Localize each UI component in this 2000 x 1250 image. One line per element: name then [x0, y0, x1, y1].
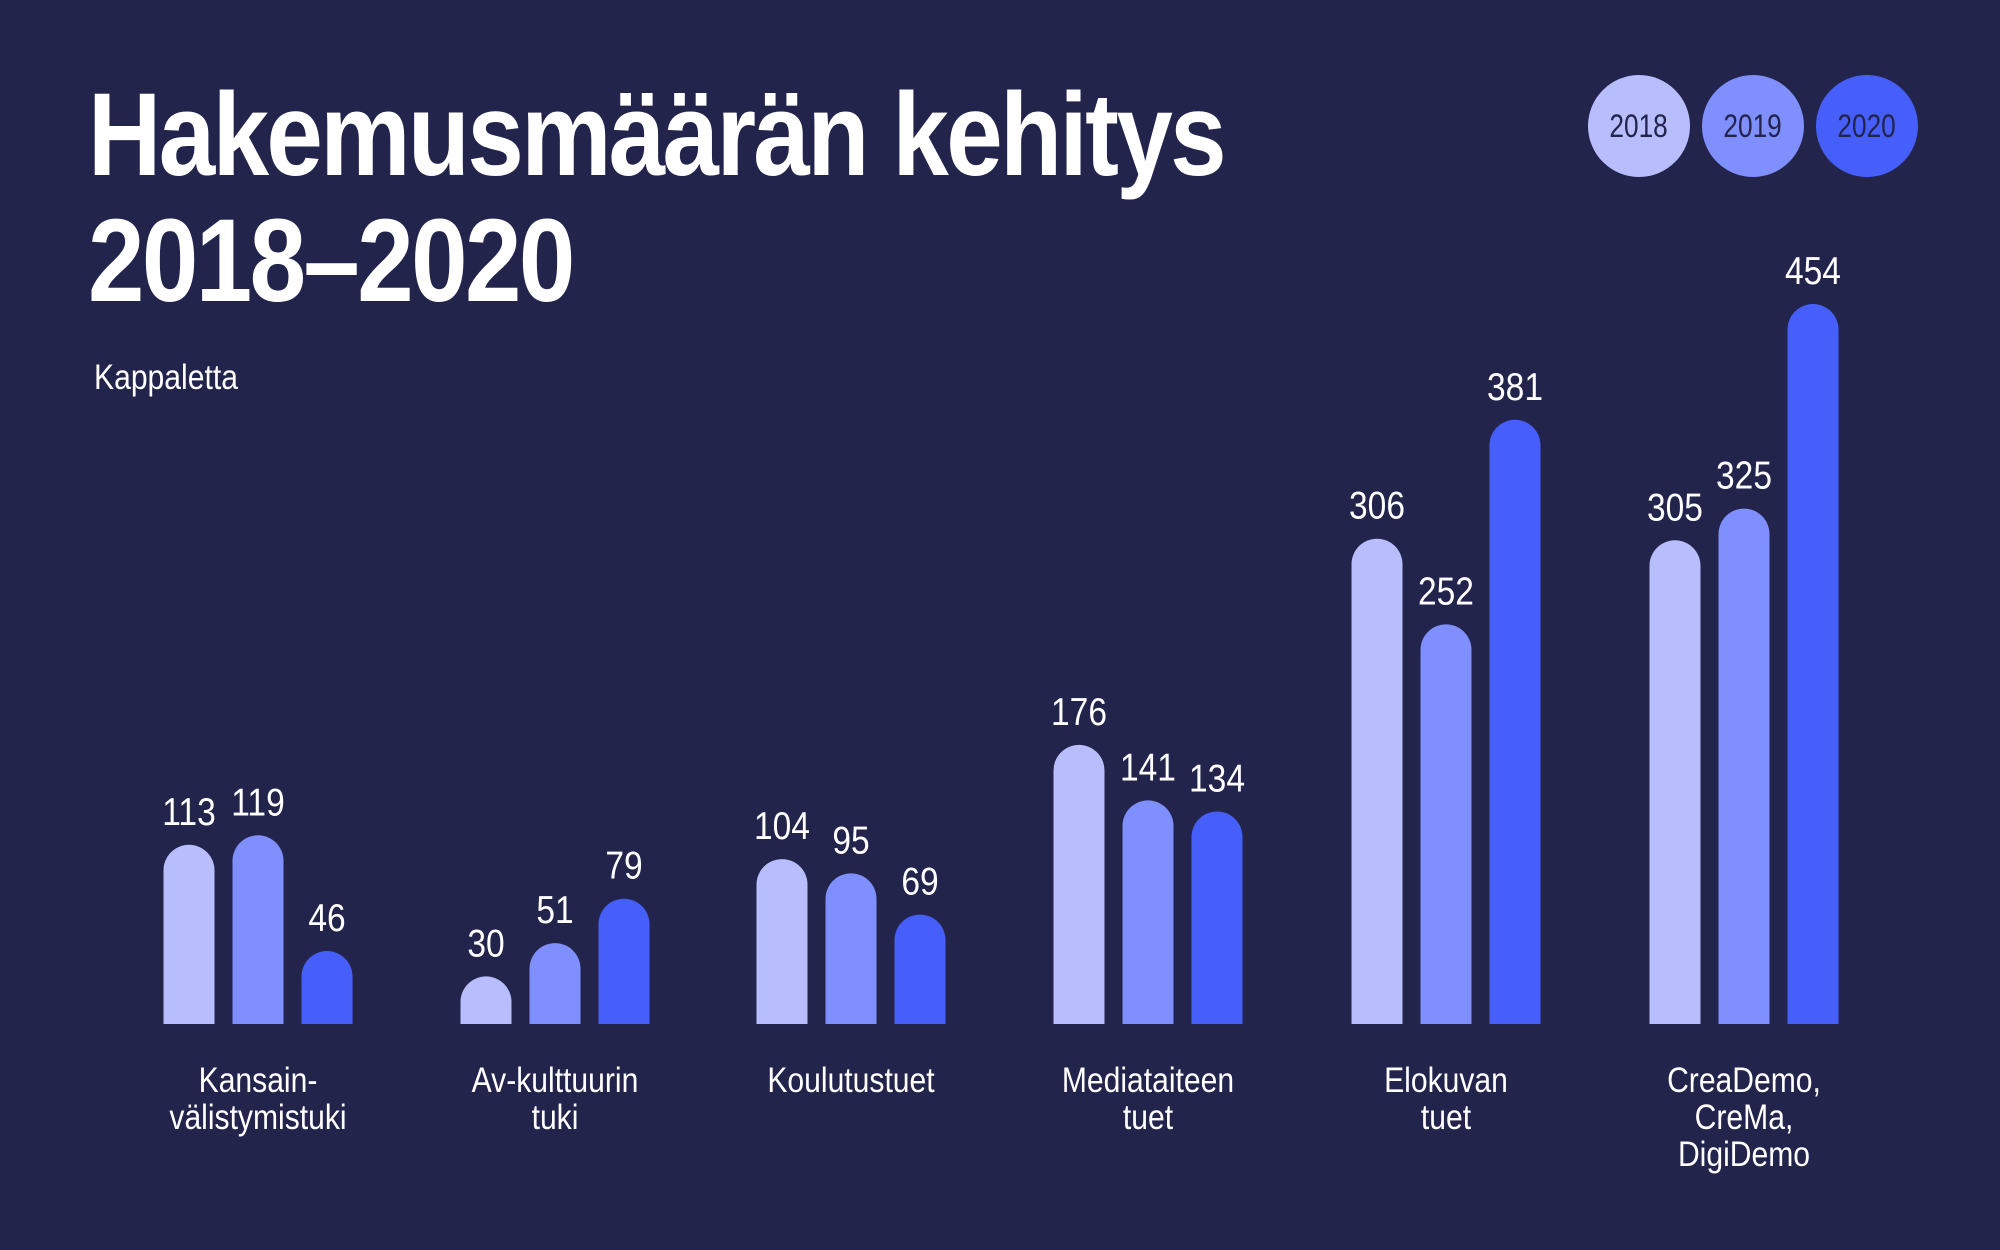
- value-label-0-2018: 113: [162, 789, 215, 833]
- value-label-3-2020: 134: [1189, 756, 1245, 800]
- category-label-2-line-0: Koulutustuet: [767, 1060, 934, 1100]
- legend-item-2020: 2020: [1816, 75, 1918, 177]
- chart-title-line-1: Hakemusmäärän kehitys: [88, 69, 1227, 201]
- bar-group-0: 113 119 46 Kansain-välistymistuki: [162, 780, 353, 1137]
- bar-0-2020: [301, 951, 353, 1024]
- value-label-4-2020: 381: [1487, 364, 1543, 408]
- bar-4-2018: [1351, 538, 1403, 1024]
- legend-item-2018: 2018: [1588, 75, 1690, 177]
- value-label-1-2020: 79: [605, 843, 642, 887]
- bar-1-2020: [598, 898, 650, 1024]
- category-label-0-line-0: Kansain-: [199, 1060, 318, 1100]
- legend-label-2019: 2019: [1723, 107, 1783, 144]
- legend-label-2018: 2018: [1609, 107, 1669, 144]
- bar-group-5: 305 325 454 CreaDemo,CreMa,DigiDemo: [1647, 249, 1841, 1174]
- chart-legend: 2018 2019 2020: [1588, 75, 1918, 177]
- legend-label-2020: 2020: [1837, 107, 1897, 144]
- value-label-2-2018: 104: [754, 804, 810, 848]
- bar-3-2019: [1122, 800, 1174, 1024]
- bar-3-2020: [1191, 811, 1243, 1024]
- bar-1-2019: [529, 943, 581, 1024]
- category-label-1-line-1: tuki: [532, 1097, 579, 1137]
- value-label-3-2019: 141: [1120, 745, 1176, 789]
- chart-title: Hakemusmäärän kehitys 2018–2020: [88, 72, 1249, 324]
- category-label-5-line-0: CreaDemo,: [1667, 1060, 1821, 1100]
- value-label-3-2018: 176: [1051, 689, 1107, 733]
- value-label-0-2019: 119: [231, 780, 284, 824]
- value-label-0-2020: 46: [308, 896, 345, 940]
- value-label-1-2018: 30: [467, 921, 504, 965]
- bar-5-2020: [1787, 304, 1839, 1024]
- value-label-1-2019: 51: [536, 888, 573, 932]
- bar-5-2018: [1649, 540, 1701, 1024]
- unit-label: Kappaletta: [94, 358, 238, 397]
- bar-2-2019: [825, 873, 877, 1024]
- bar-4-2019: [1420, 624, 1472, 1024]
- value-label-5-2019: 325: [1716, 453, 1772, 497]
- category-label-0-line-1: välistymistuki: [169, 1097, 346, 1137]
- bar-3-2018: [1053, 744, 1105, 1024]
- bar-2-2018: [756, 859, 808, 1024]
- value-label-4-2018: 306: [1349, 483, 1405, 527]
- value-label-5-2018: 305: [1647, 485, 1703, 529]
- category-label-1-line-0: Av-kulttuurin: [472, 1060, 639, 1100]
- category-label-4-line-0: Elokuvan: [1384, 1060, 1508, 1100]
- value-label-4-2019: 252: [1418, 569, 1474, 613]
- bar-4-2020: [1489, 419, 1541, 1024]
- legend-item-2019: 2019: [1702, 75, 1804, 177]
- category-label-3-line-0: Mediataiteen: [1062, 1060, 1234, 1100]
- bar-0-2019: [232, 835, 284, 1024]
- bar-2-2020: [894, 914, 946, 1024]
- bar-5-2019: [1718, 508, 1770, 1024]
- bar-0-2018: [163, 844, 215, 1024]
- value-label-5-2020: 454: [1785, 249, 1841, 293]
- category-label-5-line-1: CreMa,: [1695, 1097, 1794, 1137]
- category-label-3-line-1: tuet: [1123, 1097, 1173, 1137]
- bar-1-2018: [460, 976, 512, 1024]
- category-label-5-line-2: DigiDemo: [1678, 1134, 1810, 1174]
- value-label-2-2020: 69: [901, 859, 938, 903]
- category-label-4-line-1: tuet: [1421, 1097, 1471, 1137]
- value-label-2-2019: 95: [832, 818, 869, 862]
- chart-title-line-2: 2018–2020: [88, 195, 575, 327]
- bar-group-2: 104 95 69 Koulutustuet: [754, 804, 946, 1100]
